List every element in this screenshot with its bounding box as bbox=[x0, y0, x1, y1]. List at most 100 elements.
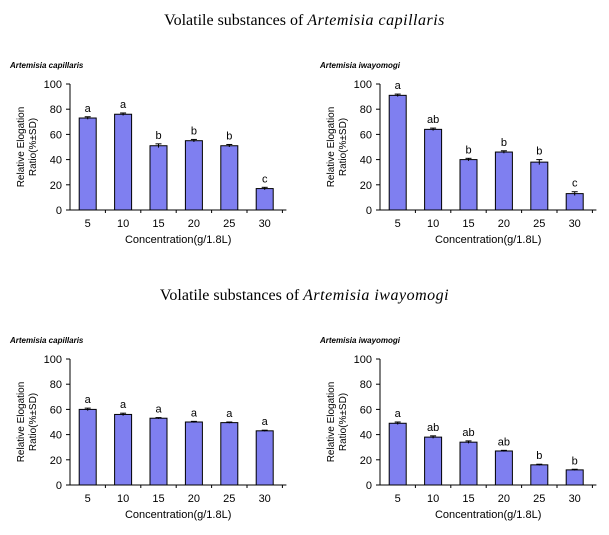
significance-label: a bbox=[120, 99, 127, 111]
bar bbox=[78, 117, 97, 211]
significance-label: b bbox=[536, 146, 542, 158]
x-tick-label: 30 bbox=[259, 218, 271, 230]
significance-label: a bbox=[395, 80, 402, 92]
x-tick-label: 5 bbox=[85, 218, 91, 230]
significance-label: a bbox=[85, 103, 92, 115]
bar bbox=[565, 469, 584, 486]
bar bbox=[459, 441, 478, 486]
bar bbox=[424, 128, 443, 211]
x-axis-label: Concentration(g/1.8L) bbox=[125, 234, 231, 246]
y-axis-label: Relative ElogationRatio(%±SD) bbox=[16, 382, 39, 463]
section-title-capillaris: Volatile substances of Artemisia capilla… bbox=[0, 12, 609, 30]
significance-label: b bbox=[155, 130, 161, 142]
bar bbox=[388, 94, 407, 211]
bar bbox=[220, 145, 239, 211]
significance-label: a bbox=[85, 394, 92, 406]
x-axis-label: Concentration(g/1.8L) bbox=[125, 509, 231, 521]
bar bbox=[255, 430, 274, 486]
significance-label: a bbox=[226, 408, 233, 420]
bar bbox=[530, 464, 549, 486]
y-tick-label: 0 bbox=[366, 480, 372, 492]
significance-label: a bbox=[191, 407, 198, 419]
y-tick-label: 100 bbox=[44, 79, 62, 91]
section-title-prefix: Volatile substances of bbox=[164, 12, 308, 29]
y-axis-label: Relative ElogationRatio(%±SD) bbox=[326, 107, 349, 188]
x-tick-label: 15 bbox=[152, 218, 164, 230]
x-tick-label: 10 bbox=[117, 218, 129, 230]
significance-label: ab bbox=[427, 422, 439, 434]
bar bbox=[530, 161, 549, 211]
x-tick-label: 25 bbox=[223, 218, 235, 230]
y-tick-label: 80 bbox=[360, 379, 372, 391]
x-tick-label: 20 bbox=[498, 493, 510, 505]
bar bbox=[388, 422, 407, 486]
y-tick-label: 60 bbox=[360, 129, 372, 141]
bar bbox=[424, 436, 443, 486]
y-tick-label: 40 bbox=[50, 155, 62, 167]
significance-label: a bbox=[155, 404, 162, 416]
x-tick-label: 10 bbox=[117, 493, 129, 505]
significance-label: ab bbox=[462, 427, 474, 439]
bar bbox=[149, 417, 168, 486]
section-title-species: Artemisia capillaris bbox=[307, 12, 445, 29]
y-tick-label: 20 bbox=[50, 180, 62, 192]
chart-title: Artemisia capillaris bbox=[9, 336, 84, 345]
y-axis-label: Relative ElogationRatio(%±SD) bbox=[326, 382, 349, 463]
y-tick-label: 0 bbox=[56, 205, 62, 217]
y-tick-label: 40 bbox=[360, 430, 372, 442]
significance-label: c bbox=[262, 173, 268, 185]
bar bbox=[220, 422, 239, 486]
x-tick-label: 5 bbox=[395, 493, 401, 505]
y-tick-label: 0 bbox=[56, 480, 62, 492]
y-tick-label: 60 bbox=[50, 129, 62, 141]
x-tick-label: 15 bbox=[152, 493, 164, 505]
significance-label: b bbox=[572, 455, 578, 467]
significance-label: a bbox=[262, 416, 269, 428]
y-tick-label: 20 bbox=[360, 180, 372, 192]
chart-capillaris-on-capillaris: Artemisia capillaris 0 20 40 60 80 100 a 5 a 10 b 15… bbox=[9, 61, 287, 246]
y-tick-label: 20 bbox=[360, 455, 372, 467]
significance-label: ab bbox=[427, 114, 439, 126]
y-tick-label: 80 bbox=[50, 379, 62, 391]
significance-label: a bbox=[395, 408, 402, 420]
chart-iwayomogi-on-capillaris: Artemisia capillaris 0 20 40 60 80 100 a 5 a 10 a 15… bbox=[9, 336, 287, 521]
significance-label: c bbox=[572, 178, 578, 190]
bar bbox=[494, 450, 513, 486]
bar bbox=[114, 413, 133, 486]
x-tick-label: 30 bbox=[569, 493, 581, 505]
bar bbox=[184, 421, 203, 486]
y-axis-label: Relative ElogationRatio(%±SD) bbox=[16, 107, 39, 188]
x-tick-label: 25 bbox=[533, 218, 545, 230]
chart-title: Artemisia iwayomogi bbox=[319, 336, 401, 345]
bar bbox=[149, 145, 168, 211]
significance-label: b bbox=[501, 137, 507, 149]
y-tick-label: 100 bbox=[354, 354, 372, 366]
x-tick-label: 10 bbox=[427, 493, 439, 505]
x-tick-label: 30 bbox=[569, 218, 581, 230]
x-tick-label: 20 bbox=[498, 218, 510, 230]
bar bbox=[565, 193, 584, 211]
section-title-prefix: Volatile substances of bbox=[159, 287, 304, 304]
y-tick-label: 100 bbox=[354, 79, 372, 91]
bar bbox=[78, 408, 97, 486]
section-title-species: Artemisia iwayomogi bbox=[303, 287, 450, 304]
y-tick-label: 40 bbox=[360, 155, 372, 167]
significance-label: b bbox=[226, 130, 232, 142]
y-tick-label: 80 bbox=[50, 104, 62, 116]
x-tick-label: 15 bbox=[462, 493, 474, 505]
significance-label: ab bbox=[498, 436, 510, 448]
bar bbox=[255, 188, 274, 211]
y-tick-label: 100 bbox=[44, 354, 62, 366]
x-tick-label: 20 bbox=[188, 493, 200, 505]
chart-capillaris-on-iwayomogi: Artemisia iwayomogi 0 20 40 60 80 100 a 5 ab 10 b 15… bbox=[319, 61, 597, 246]
significance-label: b bbox=[465, 144, 471, 156]
y-tick-label: 60 bbox=[50, 404, 62, 416]
x-tick-label: 25 bbox=[223, 493, 235, 505]
y-tick-label: 60 bbox=[360, 404, 372, 416]
bar bbox=[114, 113, 133, 211]
section-title-iwayomogi: Volatile substances of Artemisia iwayomo… bbox=[0, 287, 609, 305]
x-tick-label: 15 bbox=[462, 218, 474, 230]
y-tick-label: 20 bbox=[50, 455, 62, 467]
x-axis-label: Concentration(g/1.8L) bbox=[435, 509, 541, 521]
y-tick-label: 80 bbox=[360, 104, 372, 116]
